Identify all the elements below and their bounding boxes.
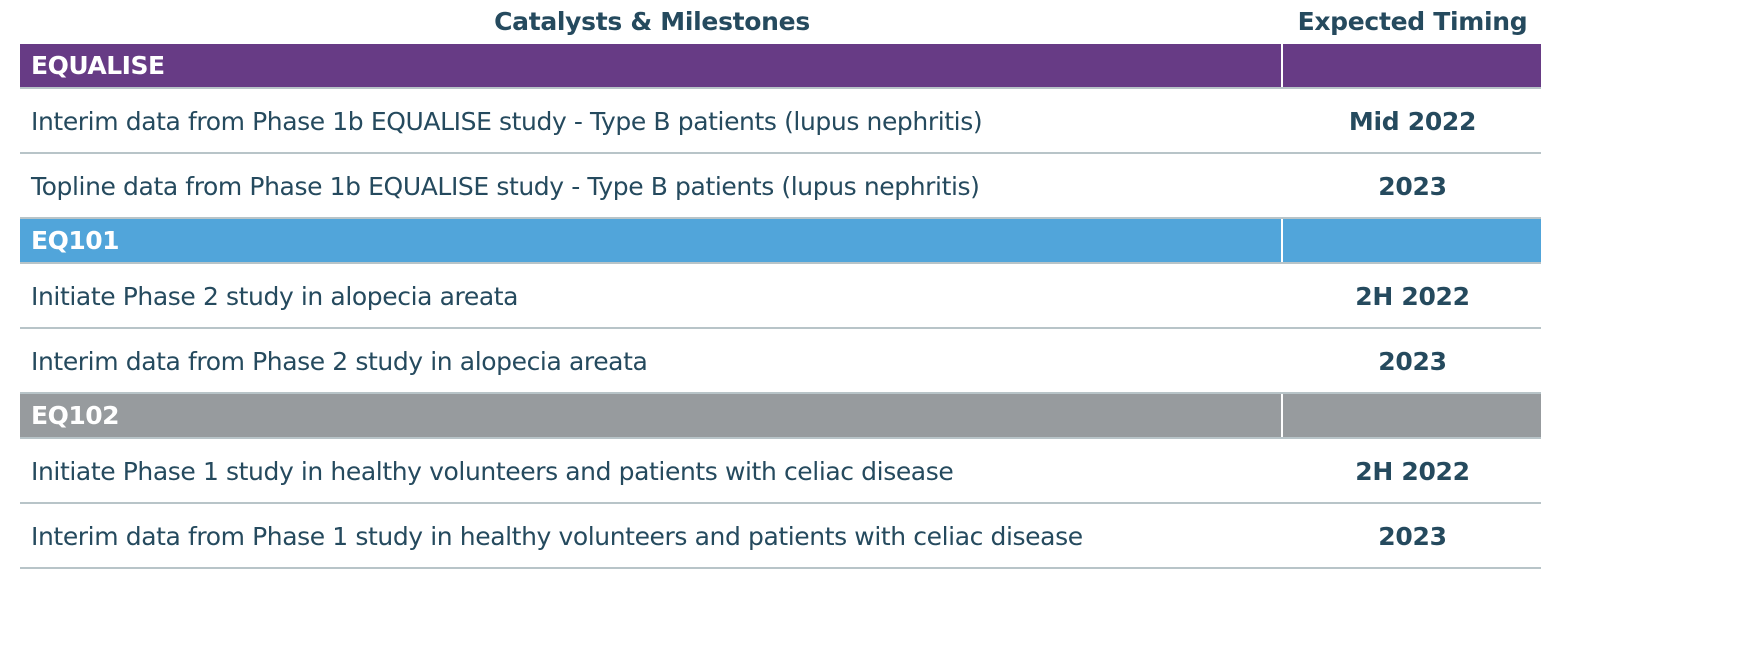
table-header: Catalysts & Milestones Expected Timing: [20, 0, 1541, 44]
table-row: Interim data from Phase 1 study in healt…: [20, 504, 1541, 569]
milestone-cell: Interim data from Phase 1b EQUALISE stud…: [31, 107, 983, 136]
milestone-cell: Initiate Phase 2 study in alopecia areat…: [31, 282, 519, 311]
section-eq101: EQ101: [20, 219, 1541, 264]
timing-cell: 2023: [1378, 347, 1447, 376]
section-title: EQUALISE: [31, 51, 165, 80]
timing-cell: Mid 2022: [1348, 107, 1477, 136]
header-milestones: Catalysts & Milestones: [494, 7, 810, 36]
table-row: Topline data from Phase 1b EQUALISE stud…: [20, 154, 1541, 219]
section-title: EQ102: [31, 401, 120, 430]
milestones-table: Catalysts & Milestones Expected Timing E…: [20, 0, 1541, 569]
timing-cell: 2H 2022: [1355, 282, 1470, 311]
milestone-cell: Initiate Phase 1 study in healthy volunt…: [31, 457, 954, 486]
table-row: Interim data from Phase 1b EQUALISE stud…: [20, 89, 1541, 154]
milestone-cell: Topline data from Phase 1b EQUALISE stud…: [31, 172, 980, 201]
timing-cell: 2H 2022: [1355, 457, 1470, 486]
section-equalise: EQUALISE: [20, 44, 1541, 89]
milestone-cell: Interim data from Phase 2 study in alope…: [31, 347, 648, 376]
header-timing: Expected Timing: [1297, 7, 1528, 36]
table-row: Interim data from Phase 2 study in alope…: [20, 329, 1541, 394]
table-row: Initiate Phase 2 study in alopecia areat…: [20, 264, 1541, 329]
divider: [1281, 394, 1283, 437]
milestone-cell: Interim data from Phase 1 study in healt…: [31, 522, 1083, 551]
divider: [1281, 219, 1283, 262]
divider: [1281, 44, 1283, 87]
section-eq102: EQ102: [20, 394, 1541, 439]
table-row: Initiate Phase 1 study in healthy volunt…: [20, 439, 1541, 504]
section-title: EQ101: [31, 226, 120, 255]
timing-cell: 2023: [1378, 522, 1447, 551]
timing-cell: 2023: [1378, 172, 1447, 201]
